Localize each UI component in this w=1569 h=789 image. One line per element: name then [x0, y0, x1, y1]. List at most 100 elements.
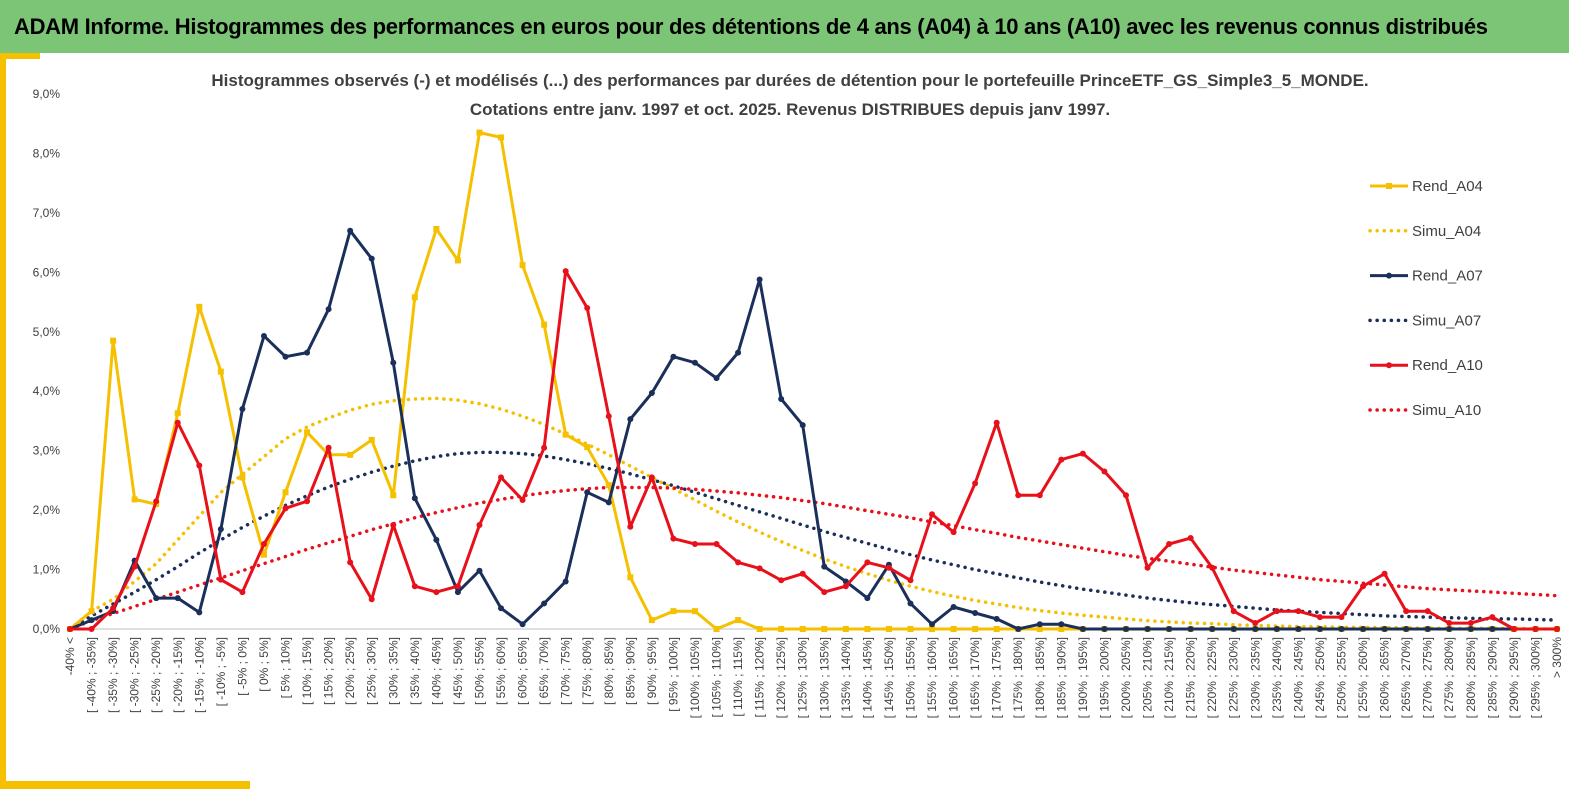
data-point — [110, 605, 117, 612]
x-tick-label: [ -15% ; -10%] — [192, 637, 206, 713]
data-point — [174, 419, 181, 426]
x-tick-label: [ 255% ; 260%] — [1356, 637, 1370, 718]
data-point — [864, 595, 871, 602]
frame-bottom-accent — [0, 781, 250, 789]
data-point — [584, 489, 591, 496]
x-tick-label: [ 225% ; 230%] — [1227, 637, 1241, 718]
series-line-Rend_A07 — [69, 229, 1557, 631]
y-axis: 0,0% 1,0% 2,0% 3,0% 4,0% 5,0% 6,0% 7,0% 8,0% 9,0% — [33, 87, 61, 636]
x-tick-label: [ 190% ; 195%] — [1076, 637, 1090, 718]
y-tick-label: 4,0% — [33, 384, 61, 398]
x-tick-label: [ 250% ; 255%] — [1334, 637, 1348, 718]
data-point — [325, 444, 332, 451]
data-point — [519, 497, 526, 504]
data-point — [1446, 620, 1453, 627]
data-point — [627, 523, 634, 530]
data-point — [562, 268, 569, 275]
data-point — [972, 480, 979, 487]
series-Rend_A07 — [67, 227, 1560, 632]
x-tick-label: [ 10% ; 15%] — [300, 637, 314, 705]
data-point — [131, 563, 138, 570]
data-point — [454, 583, 461, 590]
report-banner: ADAM Informe. Histogrammes des performan… — [0, 0, 1569, 53]
data-point — [1489, 614, 1496, 621]
data-point — [498, 134, 505, 141]
data-point — [1273, 608, 1280, 615]
chart-subtitle: Cotations entre janv. 1997 et oct. 2025.… — [470, 100, 1110, 119]
data-point — [627, 574, 634, 581]
data-point — [778, 577, 785, 584]
data-point — [304, 429, 311, 436]
legend-entry-Rend_A10: Rend_A10 — [1370, 357, 1483, 374]
data-point — [864, 626, 871, 632]
data-point — [756, 626, 763, 632]
x-tick-label: [ 90% ; 95%] — [645, 637, 659, 705]
chart-title: Histogrammes observés (-) et modélisés (… — [211, 71, 1368, 90]
data-point — [756, 565, 763, 572]
legend-entry-Simu_A07: Simu_A07 — [1368, 312, 1481, 329]
data-point — [174, 595, 181, 602]
data-point — [885, 626, 892, 632]
data-point — [282, 505, 289, 512]
data-point — [929, 621, 936, 628]
x-tick-label: [ 100% ; 105%] — [688, 637, 702, 718]
data-point — [691, 359, 698, 366]
data-point — [519, 621, 526, 628]
data-point — [174, 410, 181, 417]
legend-label: Rend_A10 — [1412, 357, 1483, 374]
data-point — [1058, 626, 1065, 632]
data-point — [476, 521, 483, 528]
data-point — [304, 498, 311, 505]
data-point — [519, 262, 526, 269]
data-point — [196, 462, 203, 469]
data-point — [1338, 626, 1345, 632]
data-point — [1079, 626, 1086, 632]
data-point — [390, 492, 397, 499]
data-point — [713, 375, 720, 382]
data-point — [1316, 614, 1323, 621]
data-point — [584, 305, 591, 311]
data-point — [1446, 626, 1453, 632]
data-point — [1360, 626, 1367, 632]
x-axis: -40% < [ -40% ; -35%] [ -35% ; -30%] [ -30%… — [63, 628, 1564, 718]
x-tick-label: [ 285% ; 290%] — [1485, 637, 1499, 718]
data-point — [993, 419, 1000, 426]
x-tick-label: [ 235% ; 240%] — [1270, 637, 1284, 718]
data-point — [67, 626, 73, 632]
data-point — [260, 551, 267, 558]
x-tick-label: [ 155% ; 160%] — [925, 637, 939, 718]
data-point — [1295, 626, 1302, 632]
x-tick-label: [ 140% ; 145%] — [860, 637, 874, 718]
data-point — [735, 349, 742, 356]
data-point — [670, 535, 677, 542]
data-point — [368, 596, 375, 603]
data-point — [217, 368, 224, 375]
data-point — [627, 416, 634, 423]
data-point — [1273, 626, 1280, 632]
data-point — [1295, 608, 1302, 615]
y-tick-label: 6,0% — [33, 265, 61, 279]
series-layer — [67, 129, 1560, 632]
data-point — [1554, 626, 1560, 632]
data-point — [498, 474, 505, 481]
x-tick-label: [ 210% ; 215%] — [1162, 637, 1176, 718]
data-point — [1166, 626, 1173, 632]
x-tick-label: [ -35% ; -30%] — [106, 637, 120, 713]
data-point — [929, 626, 936, 632]
data-point — [411, 583, 418, 590]
y-tick-label: 8,0% — [33, 146, 61, 160]
x-tick-label: [ 295% ; 300%] — [1528, 637, 1542, 718]
x-tick-label: [ 105% ; 110%] — [710, 637, 724, 718]
data-point — [648, 617, 655, 624]
x-tick-label: [ 165% ; 170%] — [968, 637, 982, 718]
data-point — [282, 353, 289, 360]
x-tick-label: [ -30% ; -25%] — [128, 637, 142, 713]
data-point — [799, 626, 806, 632]
data-point — [864, 559, 871, 566]
series-Simu_A07 — [68, 450, 1559, 631]
legend: Rend_A04 Simu_A04 Rend_A07 Simu_A07 Rend_A10… — [1357, 163, 1527, 428]
series-Rend_A04 — [67, 129, 1560, 632]
x-tick-label: [ 85% ; 90%] — [623, 637, 637, 705]
legend-marker — [1386, 183, 1392, 189]
x-tick-label: [ 150% ; 155%] — [903, 637, 917, 718]
